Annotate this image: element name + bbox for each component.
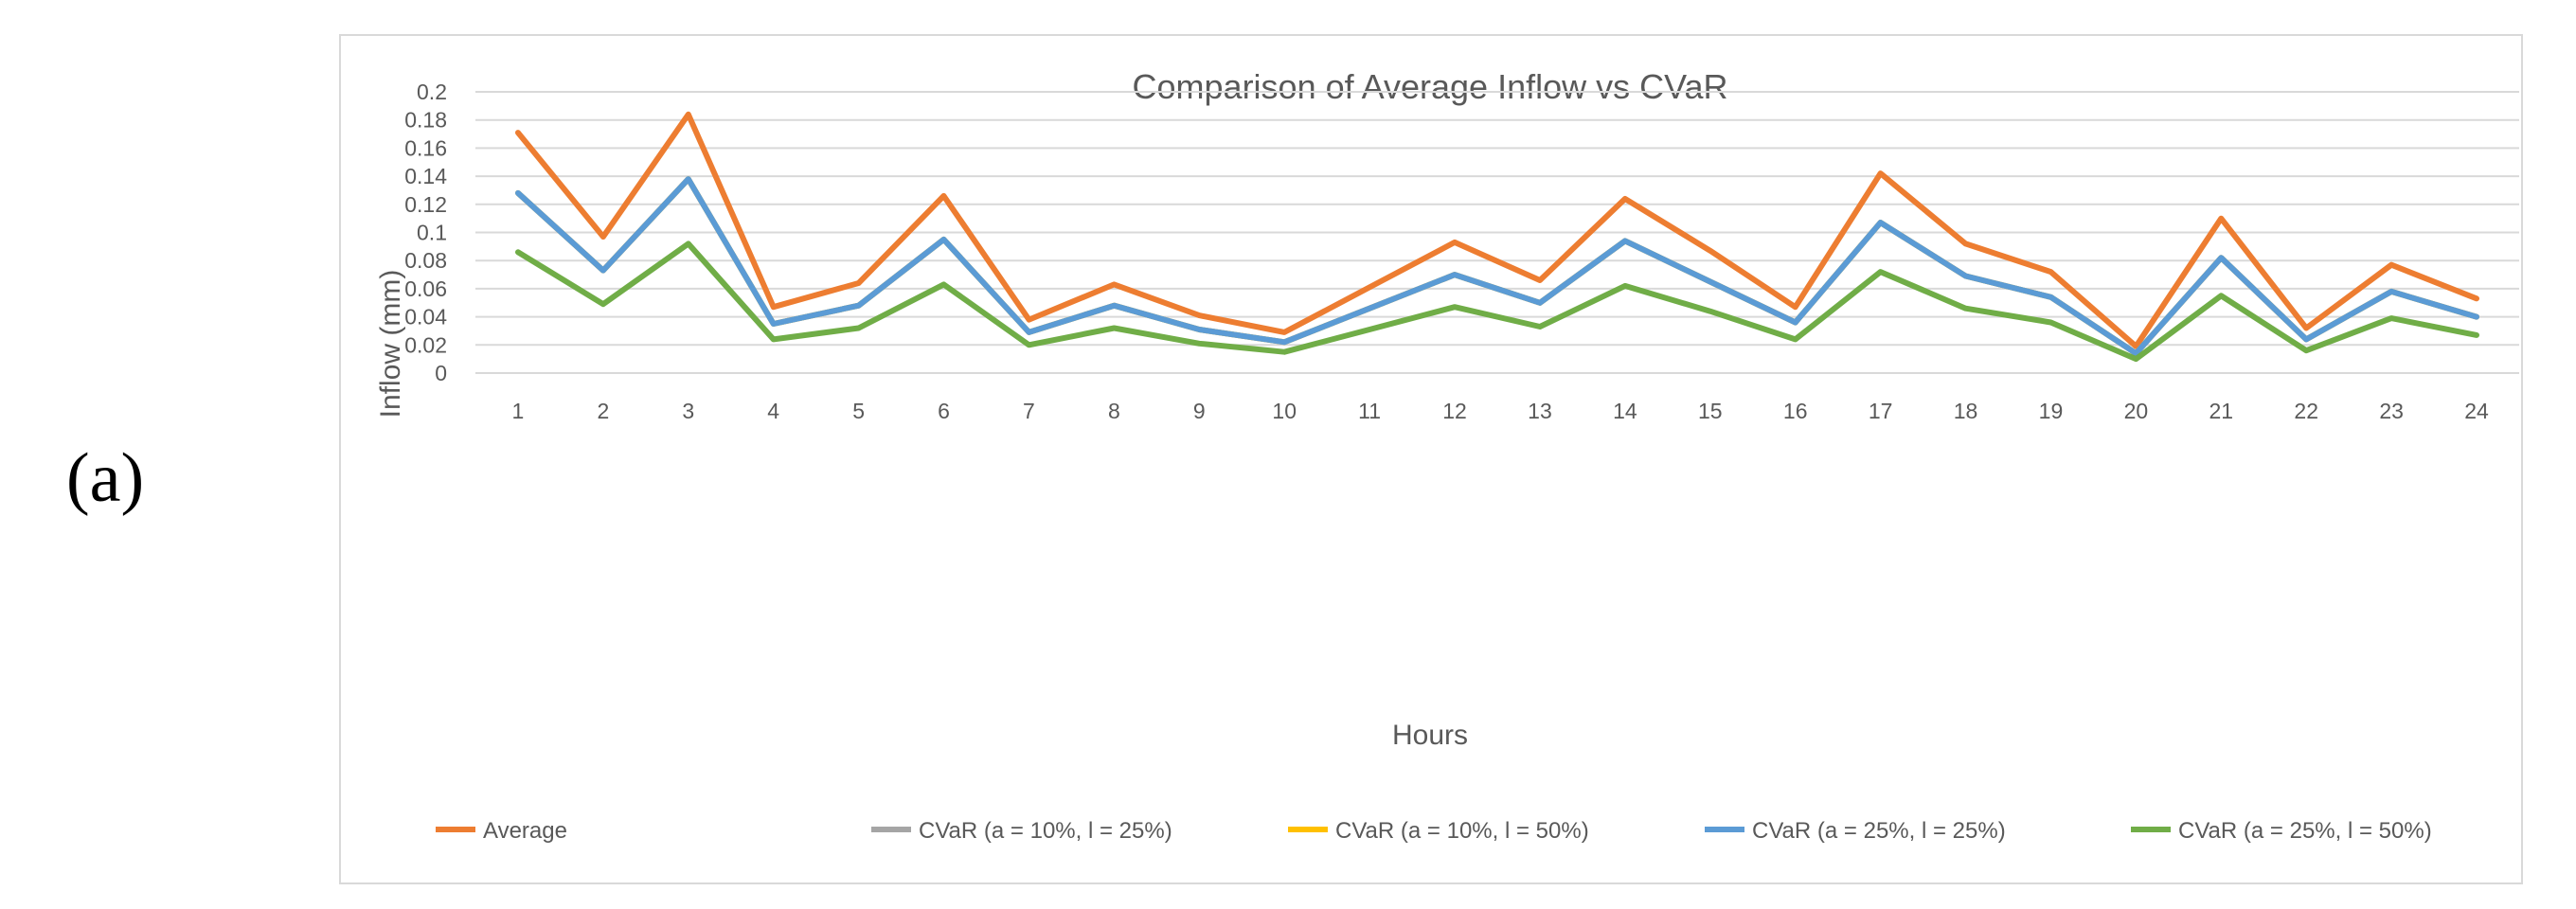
y-axis-title: Inflow (mm): [375, 270, 406, 419]
legend-label: CVaR (a = 25%, l = 50%): [2178, 818, 2432, 844]
y-tick-label: 0.06: [404, 276, 447, 301]
series-line-1: [515, 111, 2479, 349]
y-tick-label: 0: [435, 361, 447, 385]
x-tick-label: 16: [1783, 399, 1808, 423]
y-tick-label: 0.04: [404, 305, 447, 330]
x-tick-label: 11: [1358, 399, 1381, 423]
x-tick-label: 14: [1613, 399, 1637, 423]
legend: Average CVaR (a = 10%, l = 25%) CVaR (a = …: [436, 818, 2432, 844]
x-tick-label: 1: [512, 399, 525, 423]
x-tick-label: 20: [2124, 399, 2149, 423]
x-tick-label: 8: [1108, 399, 1120, 423]
series-line-5: [515, 241, 2479, 363]
legend-label: Average: [483, 818, 567, 844]
y-tick-label: 0.12: [404, 192, 447, 217]
y-tick-label: 0.02: [404, 332, 447, 357]
x-tick-label: 6: [938, 399, 950, 423]
x-tick-label: 22: [2294, 399, 2318, 423]
line-chart: Comparison of Average Inflow vs CVaR 0 0.…: [375, 67, 2519, 844]
x-tick-label: 24: [2464, 399, 2489, 423]
x-tick-label: 23: [2379, 399, 2404, 423]
y-tick-label: 0.18: [404, 108, 447, 133]
y-tick-label: 0.16: [404, 135, 447, 160]
y-tick-label: 0.2: [417, 80, 447, 104]
y-tick-label: 0.14: [404, 164, 447, 188]
x-tick-label: 15: [1698, 399, 1723, 423]
x-tick-label: 2: [597, 399, 609, 423]
x-axis-ticks: 1 2 3 4 5 6 7 8 9 10 11 12 13 14 15 16 17 18 19 20 21 22 23 24: [512, 399, 2489, 423]
panel-label: (a): [66, 439, 145, 517]
x-tick-label: 3: [682, 399, 694, 423]
legend-label: CVaR (a = 10%, l = 25%): [919, 818, 1172, 844]
chart-title: Comparison of Average Inflow vs CVaR: [1133, 67, 1728, 106]
x-tick-label: 10: [1272, 399, 1297, 423]
x-tick-label: 18: [1954, 399, 1978, 423]
series-lines: [515, 111, 2479, 363]
series-line-4: [515, 176, 2479, 357]
legend-label: CVaR (a = 25%, l = 25%): [1752, 818, 2006, 844]
y-tick-label: 0.08: [404, 248, 447, 273]
x-tick-label: 7: [1023, 399, 1035, 423]
x-tick-label: 9: [1193, 399, 1206, 423]
x-tick-label: 12: [1442, 399, 1467, 423]
x-tick-label: 21: [2209, 399, 2233, 423]
y-axis-ticks: 0 0.020.04 0.06 0.08 0.1 0.12 0.14 0.160.18 0.2: [404, 80, 447, 385]
x-tick-label: 13: [1528, 399, 1552, 423]
x-tick-label: 17: [1869, 399, 1893, 423]
x-tick-label: 5: [852, 399, 865, 423]
legend-label: CVaR (a = 10%, l = 50%): [1335, 818, 1589, 844]
x-tick-label: 4: [767, 399, 779, 423]
y-tick-label: 0.1: [417, 221, 447, 245]
x-axis-title: Hours: [1392, 720, 1468, 751]
chart-frame: Comparison of Average Inflow vs CVaR 0 0.…: [339, 34, 2523, 884]
x-tick-label: 19: [2039, 399, 2064, 423]
